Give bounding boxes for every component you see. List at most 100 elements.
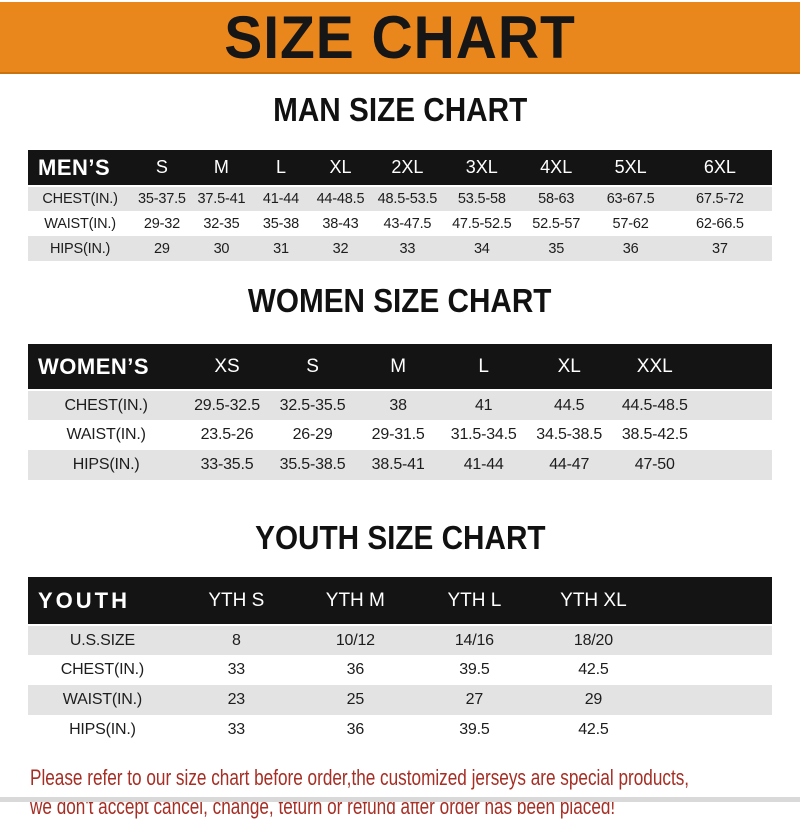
value-cell: 23.5-26 [200, 426, 254, 443]
value-cell: 35.5-38.5 [279, 456, 346, 473]
man-size-chart-title: MAN SIZE CHART [272, 91, 528, 128]
size-column-header: 6XL [667, 150, 772, 187]
value-cell: 48.5-53.5 [377, 191, 438, 207]
header-filler [697, 344, 772, 391]
banner-title: SIZE CHART [224, 3, 576, 71]
size-column-header: 4XL [519, 150, 594, 187]
row-label-cell: CHEST(IN.) [64, 396, 148, 414]
youth-section-heading: YOUTH SIZE CHART [0, 520, 800, 563]
value-cell: 63-67.5 [606, 191, 655, 207]
value-cell: 31 [273, 240, 289, 257]
value-cell: 10/12 [335, 631, 375, 649]
row-label-cell: HIPS(IN.) [69, 721, 136, 738]
value-cell: 33-35.5 [200, 456, 254, 473]
value-cell: 32 [332, 240, 349, 257]
value-cell: 41-44 [463, 456, 504, 473]
value-cell: 25 [346, 691, 365, 708]
value-cell: 27 [465, 691, 484, 708]
value-cell: 34.5-38.5 [536, 426, 603, 443]
size-column-header: L [251, 150, 311, 187]
value-cell: 34 [473, 240, 490, 257]
size-column-header: YTH L [414, 577, 534, 626]
size-column-header: 2XL [370, 150, 445, 187]
man-size-table: MEN’S S M L XL 2XL 3XL 4XL 5XL 6XL CHEST(IN.) 35-37… [28, 150, 772, 261]
table-corner-label: YOUTH [28, 577, 177, 626]
value-cell: 29-32 [143, 215, 180, 232]
value-cell: 41-44 [262, 191, 299, 207]
value-cell: 41 [474, 396, 493, 414]
value-cell: 67.5-72 [696, 191, 744, 207]
row-label-cell: HIPS(IN.) [72, 456, 140, 473]
value-cell: 31.5-34.5 [450, 426, 517, 443]
row-filler [653, 625, 772, 655]
value-cell: 18/20 [573, 631, 613, 649]
row-label-cell: WAIST(IN.) [62, 691, 142, 708]
table-header-row: YOUTH YTH S YTH M YTH L YTH XL [28, 577, 772, 626]
size-column-header: 3XL [444, 150, 519, 187]
value-cell: 38.5-41 [371, 456, 425, 473]
value-cell: 44.5 [554, 396, 585, 414]
size-column-header: YTH M [295, 577, 415, 626]
row-label-cell: WAIST(IN.) [66, 426, 146, 443]
size-column-header: YTH XL [533, 577, 653, 626]
size-column-header: XL [526, 344, 612, 391]
size-column-header: XL [310, 150, 371, 187]
value-cell: 14/16 [454, 631, 494, 649]
table-header-row: WOMEN’S XS S M L XL XXL [28, 344, 772, 391]
value-cell: 57-62 [612, 215, 649, 232]
table-row: WAIST(IN.) 23 25 27 29 [28, 685, 772, 715]
value-cell: 39.5 [459, 661, 490, 678]
disclaimer-line-1: Please refer to our size chart before or… [30, 765, 690, 790]
table-row: HIPS(IN.) 29 30 31 32 33 34 35 36 37 [28, 236, 772, 261]
value-cell: 58-63 [538, 191, 575, 207]
row-label-cell: U.S.SIZE [69, 631, 135, 649]
table-row: HIPS(IN.) 33 36 39.5 42.5 [28, 715, 772, 745]
value-cell: 53.5-58 [457, 191, 506, 207]
value-cell: 62-66.5 [696, 215, 744, 232]
value-cell: 43-47.5 [383, 215, 432, 232]
table-header-row: MEN’S S M L XL 2XL 3XL 4XL 5XL 6XL [28, 150, 772, 187]
value-cell: 29.5-32.5 [194, 396, 260, 414]
size-column-header: S [132, 150, 192, 187]
table-row: CHEST(IN.) 35-37.5 37.5-41 41-44 44-48.5 48.5… [28, 186, 772, 211]
size-column-header: S [269, 344, 356, 391]
value-cell: 42.5 [578, 661, 609, 678]
value-cell: 35-37.5 [138, 191, 186, 207]
size-column-header: L [440, 344, 527, 391]
value-cell: 44-48.5 [316, 191, 365, 207]
row-label-cell: WAIST(IN.) [44, 215, 116, 232]
value-cell: 29 [154, 240, 170, 257]
table-row: WAIST(IN.) 29-32 32-35 35-38 38-43 43-47.5 47.… [28, 211, 772, 236]
value-cell: 29 [584, 691, 603, 708]
table-row: CHEST(IN.) 33 36 39.5 42.5 [28, 655, 772, 685]
value-cell: 36 [622, 240, 639, 257]
row-filler [653, 655, 772, 685]
size-column-header: M [191, 150, 252, 187]
table-row: CHEST(IN.) 29.5-32.5 32.5-35.5 38 41 44.5 44.5… [28, 390, 772, 420]
man-section-heading: MAN SIZE CHART [0, 92, 800, 135]
size-chart-banner: SIZE CHART [0, 2, 800, 74]
value-cell: 37 [712, 240, 728, 257]
value-cell: 52.5-57 [532, 215, 581, 232]
women-size-chart-title: WOMEN SIZE CHART [248, 282, 552, 319]
value-cell: 23 [227, 691, 246, 708]
value-cell: 47.5-52.5 [452, 215, 512, 232]
value-cell: 37.5-41 [197, 191, 246, 207]
value-cell: 26-29 [292, 426, 333, 443]
table-corner-label: MEN’S [28, 150, 133, 187]
table-row: U.S.SIZE 8 10/12 14/16 18/20 [28, 625, 772, 655]
size-column-header: YTH S [176, 577, 296, 626]
row-filler [698, 390, 772, 420]
row-label-cell: CHEST(IN.) [60, 661, 145, 678]
size-column-header: M [355, 344, 441, 391]
value-cell: 38.5-42.5 [621, 426, 688, 443]
value-cell: 38 [389, 396, 407, 414]
value-cell: 44.5-48.5 [621, 396, 688, 414]
table-corner-label: WOMEN’S [28, 344, 185, 391]
women-section-heading: WOMEN SIZE CHART [0, 283, 800, 326]
women-size-table: WOMEN’S XS S M L XL XXL CHEST(IN.) 29.5-32.5 32.5… [28, 344, 772, 480]
value-cell: 35 [548, 240, 565, 257]
size-column-header: XS [184, 344, 270, 391]
youth-size-table: YOUTH YTH S YTH M YTH L YTH XL U.S.SIZE 8 10/12… [28, 577, 772, 745]
value-cell: 47-50 [634, 456, 675, 473]
